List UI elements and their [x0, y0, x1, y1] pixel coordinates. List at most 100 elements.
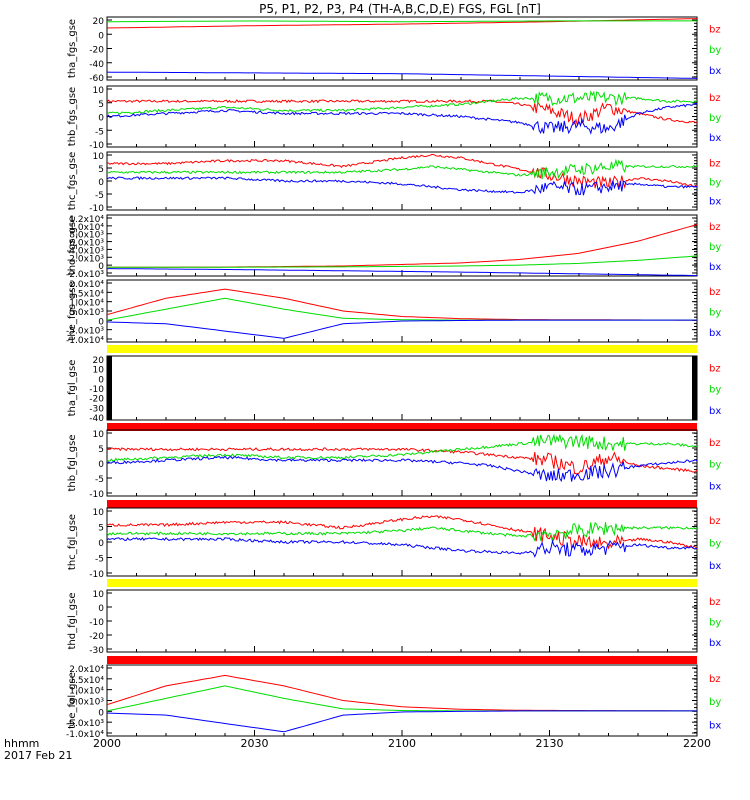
y-tick-label: 0 [98, 317, 104, 327]
y-tick-label: 5.0x10³ [69, 698, 104, 708]
legend-bx: bx [709, 638, 721, 649]
y-tick-label: -1.0x10⁴ [66, 730, 104, 740]
legend-bz: bz [709, 287, 721, 298]
panel-frame [106, 151, 698, 211]
y-tick-label: 8.0x10³ [69, 231, 104, 241]
y-tick-label: -10 [89, 570, 104, 580]
legend-by: by [709, 242, 721, 253]
series-line-bx [106, 319, 697, 339]
panel-tha_fgs_gse: 20 0 -20 -40 -60 tha_fgs_gse bz by bx [67, 16, 721, 84]
y-tick-label: -5.0x10³ [66, 327, 104, 337]
legend-bx: bx [709, 406, 721, 417]
y-tick-label: -10 [89, 141, 104, 151]
y-axis-label: thb_fgl_gse [67, 435, 78, 492]
series-line-bz [107, 224, 698, 268]
x-tick-label: 2100 [388, 737, 416, 750]
legend-bz: bz [709, 438, 721, 449]
legend-bz: bz [709, 364, 721, 375]
series-line-bx [106, 455, 698, 483]
y-tick-label: -10 [89, 618, 104, 628]
y-tick-label: 0 [98, 460, 104, 470]
panel-thd_fgl_gse: 10 0 -10 -20 -30 thd_fgl_gse bz by bx [67, 589, 721, 656]
series-line-bx [106, 102, 698, 135]
y-tick-label: 0 [98, 375, 104, 385]
status-band [107, 656, 697, 664]
series-line-bz [106, 447, 698, 476]
y-tick-label: 4.0x10³ [69, 246, 104, 256]
panel-frame [106, 355, 698, 421]
y-tick-label: 2.0x10³ [69, 254, 104, 264]
panel-frame [106, 507, 698, 577]
panel-the_fgs_gse: 2.0x10⁴1.5x10⁴1.0x10⁴5.0x10³0-5.0x10³-1.… [66, 279, 721, 346]
legend-by: by [709, 539, 721, 550]
y-tick-label: -30 [89, 646, 104, 656]
y-tick-label: 0 [98, 31, 104, 41]
y-tick-label: -20 [89, 46, 104, 56]
legend-bx: bx [709, 66, 721, 77]
panel-thb_fgl_gse: 10 5 0 -5 -10 thb_fgl_gse bz by bx [67, 429, 721, 500]
y-tick-label: -20 [89, 395, 104, 405]
series-line-bx [106, 710, 697, 733]
series-line-bx [106, 176, 698, 196]
panel-frame [106, 429, 698, 497]
y-tick-label: -20 [89, 632, 104, 642]
series-line-by [106, 433, 698, 462]
y-axis-label: thc_fgl_gse [67, 514, 78, 570]
series-line-by [106, 521, 698, 542]
y-tick-label: -5 [95, 127, 104, 137]
y-tick-label: -5.0x10³ [66, 719, 104, 729]
y-tick-label: 5 [98, 524, 104, 534]
legend-bz: bz [709, 93, 721, 104]
series-line-by [106, 158, 698, 180]
y-tick-label: 10 [93, 86, 105, 96]
x-tick-label: 2130 [536, 737, 564, 750]
x-tick-label: 2200 [683, 737, 711, 750]
y-tick-label: -10 [89, 385, 104, 395]
y-tick-label: -5 [95, 555, 104, 565]
y-tick-label: 10 [93, 590, 105, 600]
y-tick-label: 0 [98, 178, 104, 188]
legend-by: by [709, 618, 721, 629]
legend-bx: bx [709, 561, 721, 572]
y-tick-label: 6.0x10³ [69, 239, 104, 249]
legend-bz: bz [709, 24, 721, 35]
panel-thc_fgs_gse: 10 5 0 -5 -10 thc_fgs_gse bz by bx [67, 151, 721, 214]
y-tick-label: 10 [93, 430, 105, 440]
y-tick-label: 0 [98, 604, 104, 614]
legend-by: by [709, 45, 721, 56]
y-tick-label: 0 [98, 708, 104, 718]
y-tick-label: -40 [89, 60, 104, 70]
legend-bz: bz [709, 516, 721, 527]
y-tick-label: 1.0x10⁴ [69, 223, 104, 233]
series-line-bz [106, 154, 698, 190]
y-tick-label: 0 [98, 114, 104, 124]
y-axis-label: thb_fgs_gse [67, 87, 78, 146]
legend-by: by [709, 113, 721, 124]
y-tick-label: 5 [98, 165, 104, 175]
data-gap-bar [692, 356, 697, 420]
status-band [107, 423, 697, 431]
x-tick-label: 2030 [241, 737, 269, 750]
y-tick-label: 2.0x10⁴ [69, 665, 104, 675]
legend-bx: bx [709, 721, 721, 732]
series-line-by [107, 20, 697, 23]
legend-bx: bx [709, 133, 721, 144]
date-label: 2017 Feb 21 [4, 749, 72, 762]
data-gap-bar [107, 356, 112, 420]
y-tick-label: 1.2x10⁴ [69, 215, 104, 225]
y-axis-label: tha_fgl_gse [67, 360, 78, 417]
status-band [107, 345, 697, 353]
panel-frame [106, 589, 698, 653]
y-tick-label: 1.0x10⁴ [69, 299, 104, 309]
y-tick-label: -5 [95, 475, 104, 485]
series-line-bz [106, 18, 698, 29]
legend-bx: bx [709, 197, 721, 208]
y-tick-label: -10 [89, 490, 104, 500]
y-tick-label: 5 [98, 100, 104, 110]
y-axis-label: the_fgs_gse [67, 281, 78, 340]
series-line-bz [106, 515, 698, 550]
legend-by: by [709, 697, 721, 708]
y-tick-label: 5.0x10³ [69, 308, 104, 318]
series-line-bz [106, 288, 697, 321]
series-line-bz [106, 99, 698, 126]
